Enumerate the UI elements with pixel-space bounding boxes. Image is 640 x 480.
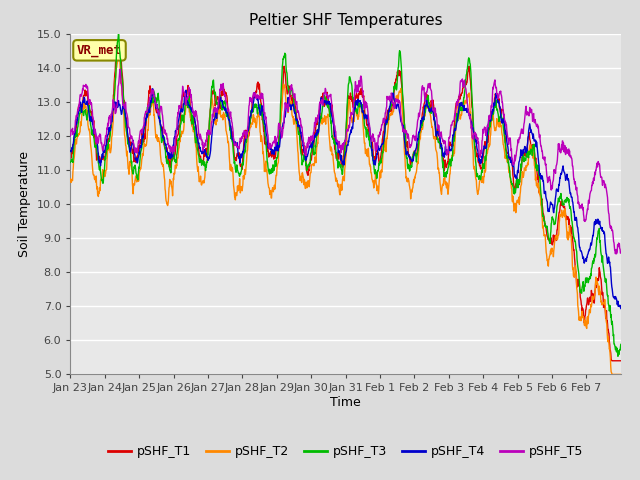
pSHF_T3 xyxy=(115,31,122,37)
pSHF_T1 xyxy=(608,358,616,364)
pSHF_T2 xyxy=(556,214,564,219)
pSHF_T4 xyxy=(332,133,339,139)
pSHF_T2 xyxy=(617,372,625,377)
pSHF_T4 xyxy=(148,86,156,92)
pSHF_T2 xyxy=(611,372,618,377)
pSHF_T3 xyxy=(67,159,74,165)
pSHF_T5 xyxy=(321,89,329,95)
pSHF_T1 xyxy=(556,203,564,208)
pSHF_T5 xyxy=(153,102,161,108)
pSHF_T4 xyxy=(617,306,625,312)
pSHF_T3 xyxy=(332,138,339,144)
Line: pSHF_T2: pSHF_T2 xyxy=(70,50,621,374)
pSHF_T4 xyxy=(321,97,329,103)
X-axis label: Time: Time xyxy=(330,396,361,409)
pSHF_T5 xyxy=(612,251,620,257)
pSHF_T1 xyxy=(611,358,618,364)
pSHF_T3 xyxy=(610,341,618,347)
pSHF_T1 xyxy=(476,163,483,168)
pSHF_T2 xyxy=(321,117,329,122)
pSHF_T3 xyxy=(476,173,483,179)
pSHF_T1 xyxy=(617,358,625,364)
pSHF_T4 xyxy=(67,148,74,154)
pSHF_T4 xyxy=(556,175,564,181)
Title: Peltier SHF Temperatures: Peltier SHF Temperatures xyxy=(249,13,442,28)
pSHF_T1 xyxy=(153,110,161,116)
pSHF_T2 xyxy=(67,176,74,182)
pSHF_T1 xyxy=(321,102,329,108)
Line: pSHF_T1: pSHF_T1 xyxy=(70,44,621,361)
pSHF_T4 xyxy=(153,101,161,107)
pSHF_T5 xyxy=(116,66,124,72)
pSHF_T1 xyxy=(67,155,74,161)
pSHF_T1 xyxy=(115,41,122,47)
Line: pSHF_T3: pSHF_T3 xyxy=(70,34,621,356)
pSHF_T4 xyxy=(476,156,483,162)
Y-axis label: Soil Temperature: Soil Temperature xyxy=(18,151,31,257)
Text: VR_met: VR_met xyxy=(77,44,122,57)
pSHF_T5 xyxy=(556,146,564,152)
Legend: pSHF_T1, pSHF_T2, pSHF_T3, pSHF_T4, pSHF_T5: pSHF_T1, pSHF_T2, pSHF_T3, pSHF_T4, pSHF… xyxy=(103,440,588,463)
pSHF_T5 xyxy=(332,129,339,134)
pSHF_T2 xyxy=(609,372,616,377)
pSHF_T3 xyxy=(617,342,625,348)
pSHF_T3 xyxy=(153,99,161,105)
pSHF_T5 xyxy=(67,133,74,139)
pSHF_T5 xyxy=(617,250,625,255)
pSHF_T2 xyxy=(332,174,339,180)
pSHF_T1 xyxy=(332,149,339,155)
pSHF_T2 xyxy=(115,47,123,53)
Line: pSHF_T4: pSHF_T4 xyxy=(70,89,621,309)
pSHF_T3 xyxy=(614,353,622,359)
Line: pSHF_T5: pSHF_T5 xyxy=(70,69,621,254)
pSHF_T2 xyxy=(476,179,483,184)
pSHF_T3 xyxy=(321,94,329,100)
pSHF_T5 xyxy=(476,152,483,157)
pSHF_T4 xyxy=(610,295,618,301)
pSHF_T2 xyxy=(153,132,161,138)
pSHF_T5 xyxy=(610,240,618,246)
pSHF_T3 xyxy=(556,193,564,199)
